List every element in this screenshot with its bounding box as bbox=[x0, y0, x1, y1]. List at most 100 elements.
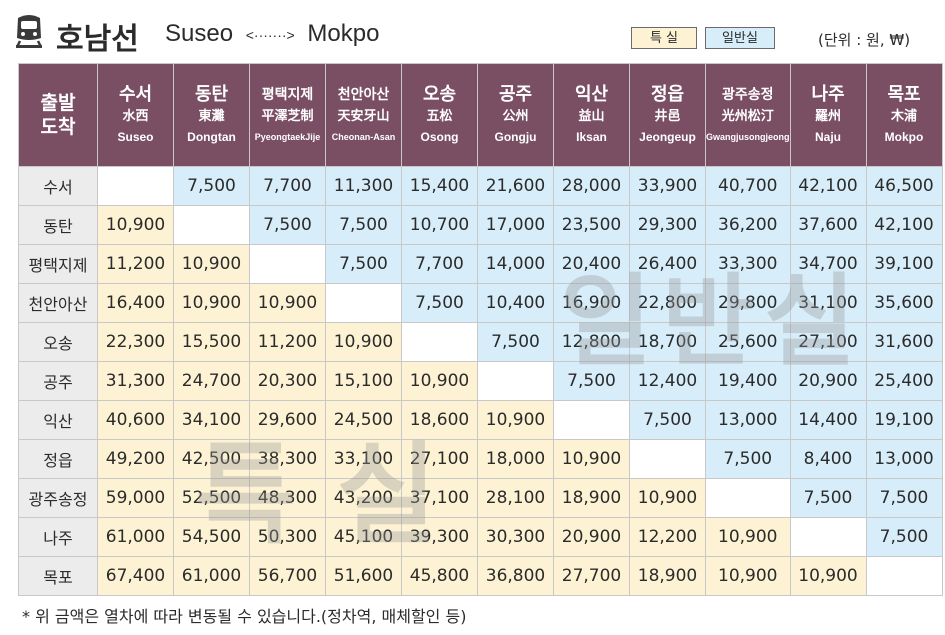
fare-cell: 18,900 bbox=[553, 478, 630, 518]
station-name-hanja: 東灘 bbox=[198, 109, 225, 124]
fare-cell: 11,300 bbox=[325, 166, 402, 206]
fare-cell: 39,100 bbox=[865, 244, 943, 284]
row-header: 광주송정 bbox=[18, 478, 98, 518]
station-name-ko: 동탄 bbox=[194, 84, 229, 105]
fare-cell: 33,300 bbox=[705, 244, 791, 284]
fare-cell: 10,900 bbox=[629, 478, 706, 518]
fare-cell: 10,900 bbox=[173, 244, 250, 284]
fare-cell: 42,100 bbox=[789, 166, 867, 206]
fare-cell: 24,700 bbox=[173, 361, 250, 401]
fare-cell: 36,800 bbox=[477, 556, 554, 596]
fare-cell: 49,200 bbox=[97, 439, 174, 479]
train-icon bbox=[15, 15, 43, 48]
row-header: 수서 bbox=[18, 166, 98, 206]
table-row: 나주 61,000 54,500 50,300 45,100 39,300 30,300 20… bbox=[18, 517, 943, 557]
station-name-hanja: 平澤芝制 bbox=[261, 109, 314, 124]
fare-cell: 15,500 bbox=[173, 322, 250, 362]
station-name-ko: 공주 bbox=[498, 84, 533, 105]
fare-cell: 31,300 bbox=[97, 361, 174, 401]
fare-cell: 7,500 bbox=[401, 283, 478, 323]
table-row: 오송 22,300 15,500 11,200 10,900 7,500 12,800 18,… bbox=[18, 322, 943, 362]
fare-cell: 12,200 bbox=[629, 517, 706, 557]
row-header: 공주 bbox=[18, 361, 98, 401]
legend-general-class: 일반실 bbox=[705, 27, 775, 49]
station-name-ko: 정읍 bbox=[650, 84, 685, 105]
station-name-en: Osong bbox=[420, 130, 459, 144]
row-header: 목포 bbox=[18, 556, 98, 596]
fare-cell: 18,900 bbox=[629, 556, 706, 596]
fare-cell: 40,700 bbox=[705, 166, 791, 206]
column-header: 광주송정 光州松汀 Gwangjusongjeong bbox=[705, 63, 791, 167]
fare-cell: 42,500 bbox=[173, 439, 250, 479]
station-name-en: Gwangjusongjeong bbox=[706, 132, 790, 142]
station-name-en: Mokpo bbox=[884, 130, 924, 144]
fare-cell bbox=[629, 439, 706, 479]
station-name-ko: 평택지제 bbox=[261, 87, 314, 103]
fare-cell: 27,100 bbox=[789, 322, 867, 362]
fare-body: 수서 7,500 7,700 11,300 15,400 21,600 28,000 33,9… bbox=[18, 166, 943, 596]
row-header: 동탄 bbox=[18, 205, 98, 245]
fare-cell: 13,000 bbox=[705, 400, 791, 440]
line-title: 호남선 bbox=[56, 22, 139, 57]
departure-label: 출발 bbox=[40, 92, 76, 114]
fare-cell: 28,000 bbox=[553, 166, 630, 206]
fare-cell: 54,500 bbox=[173, 517, 250, 557]
fare-cell: 18,600 bbox=[401, 400, 478, 440]
fare-cell: 20,900 bbox=[553, 517, 630, 557]
fare-cell: 10,400 bbox=[477, 283, 554, 323]
fare-cell: 29,800 bbox=[705, 283, 791, 323]
fare-cell: 10,900 bbox=[705, 556, 791, 596]
footnote: * 위 금액은 열차에 따라 변동될 수 있습니다.(정차역, 매체할인 등) bbox=[22, 607, 467, 626]
station-name-hanja: 公州 bbox=[502, 109, 529, 124]
station-name-ko: 목포 bbox=[887, 84, 921, 105]
fare-cell bbox=[97, 166, 174, 206]
table-row: 천안아산 16,400 10,900 10,900 7,500 10,400 16,900 2… bbox=[18, 283, 943, 323]
column-header: 평택지제 平澤芝制 PyeongtaekJije bbox=[249, 63, 326, 167]
station-name-hanja: 木浦 bbox=[890, 109, 917, 124]
fare-cell bbox=[401, 322, 478, 362]
column-header: 동탄 東灘 Dongtan bbox=[173, 63, 250, 167]
terminus-label: Mokpo bbox=[307, 20, 380, 47]
fare-cell: 46,500 bbox=[865, 166, 943, 206]
station-name-ko: 익산 bbox=[574, 84, 609, 105]
fare-cell: 20,900 bbox=[789, 361, 867, 401]
fare-cell: 39,300 bbox=[401, 517, 478, 557]
fare-cell: 19,400 bbox=[705, 361, 791, 401]
fare-cell: 16,900 bbox=[553, 283, 630, 323]
fare-cell: 22,300 bbox=[97, 322, 174, 362]
fare-cell: 36,200 bbox=[705, 205, 791, 245]
fare-cell: 7,500 bbox=[789, 478, 867, 518]
fare-cell bbox=[477, 361, 554, 401]
fare-cell: 34,700 bbox=[789, 244, 867, 284]
fare-cell: 28,100 bbox=[477, 478, 554, 518]
station-name-en: Dongtan bbox=[187, 130, 236, 144]
fare-cell: 10,700 bbox=[401, 205, 478, 245]
fare-cell: 31,600 bbox=[865, 322, 943, 362]
fare-cell bbox=[173, 205, 250, 245]
fare-cell: 25,400 bbox=[865, 361, 943, 401]
table-row: 익산 40,600 34,100 29,600 24,500 18,600 10,900 7,… bbox=[18, 400, 943, 440]
station-name-en: PyeongtaekJije bbox=[254, 132, 321, 142]
row-header: 평택지제 bbox=[18, 244, 98, 284]
station-name-en: Naju bbox=[814, 130, 841, 144]
fare-cell: 12,400 bbox=[629, 361, 706, 401]
fare-cell: 21,600 bbox=[477, 166, 554, 206]
fare-cell: 12,800 bbox=[553, 322, 630, 362]
fare-cell: 7,700 bbox=[249, 166, 326, 206]
table-row: 정읍 49,200 42,500 38,300 33,100 27,100 18,000 10… bbox=[18, 439, 943, 479]
corner-header: 출발 도착 bbox=[18, 63, 98, 167]
column-header: 수서 水西 Suseo bbox=[97, 63, 174, 167]
fare-cell: 61,000 bbox=[97, 517, 174, 557]
fare-cell: 35,600 bbox=[865, 283, 943, 323]
fare-cell: 7,500 bbox=[865, 478, 943, 518]
fare-cell: 26,400 bbox=[629, 244, 706, 284]
fare-cell: 45,800 bbox=[401, 556, 478, 596]
fare-cell: 29,300 bbox=[629, 205, 706, 245]
station-name-hanja: 益山 bbox=[578, 109, 605, 124]
fare-cell: 61,000 bbox=[173, 556, 250, 596]
fare-cell: 10,900 bbox=[553, 439, 630, 479]
fare-cell: 33,900 bbox=[629, 166, 706, 206]
fare-cell: 14,000 bbox=[477, 244, 554, 284]
header-row: 출발 도착 수서 水西 Suseo 동탄 東灘 Dongtan 평택지제 平澤芝制 Pyeong… bbox=[18, 63, 943, 167]
row-header: 정읍 bbox=[18, 439, 98, 479]
